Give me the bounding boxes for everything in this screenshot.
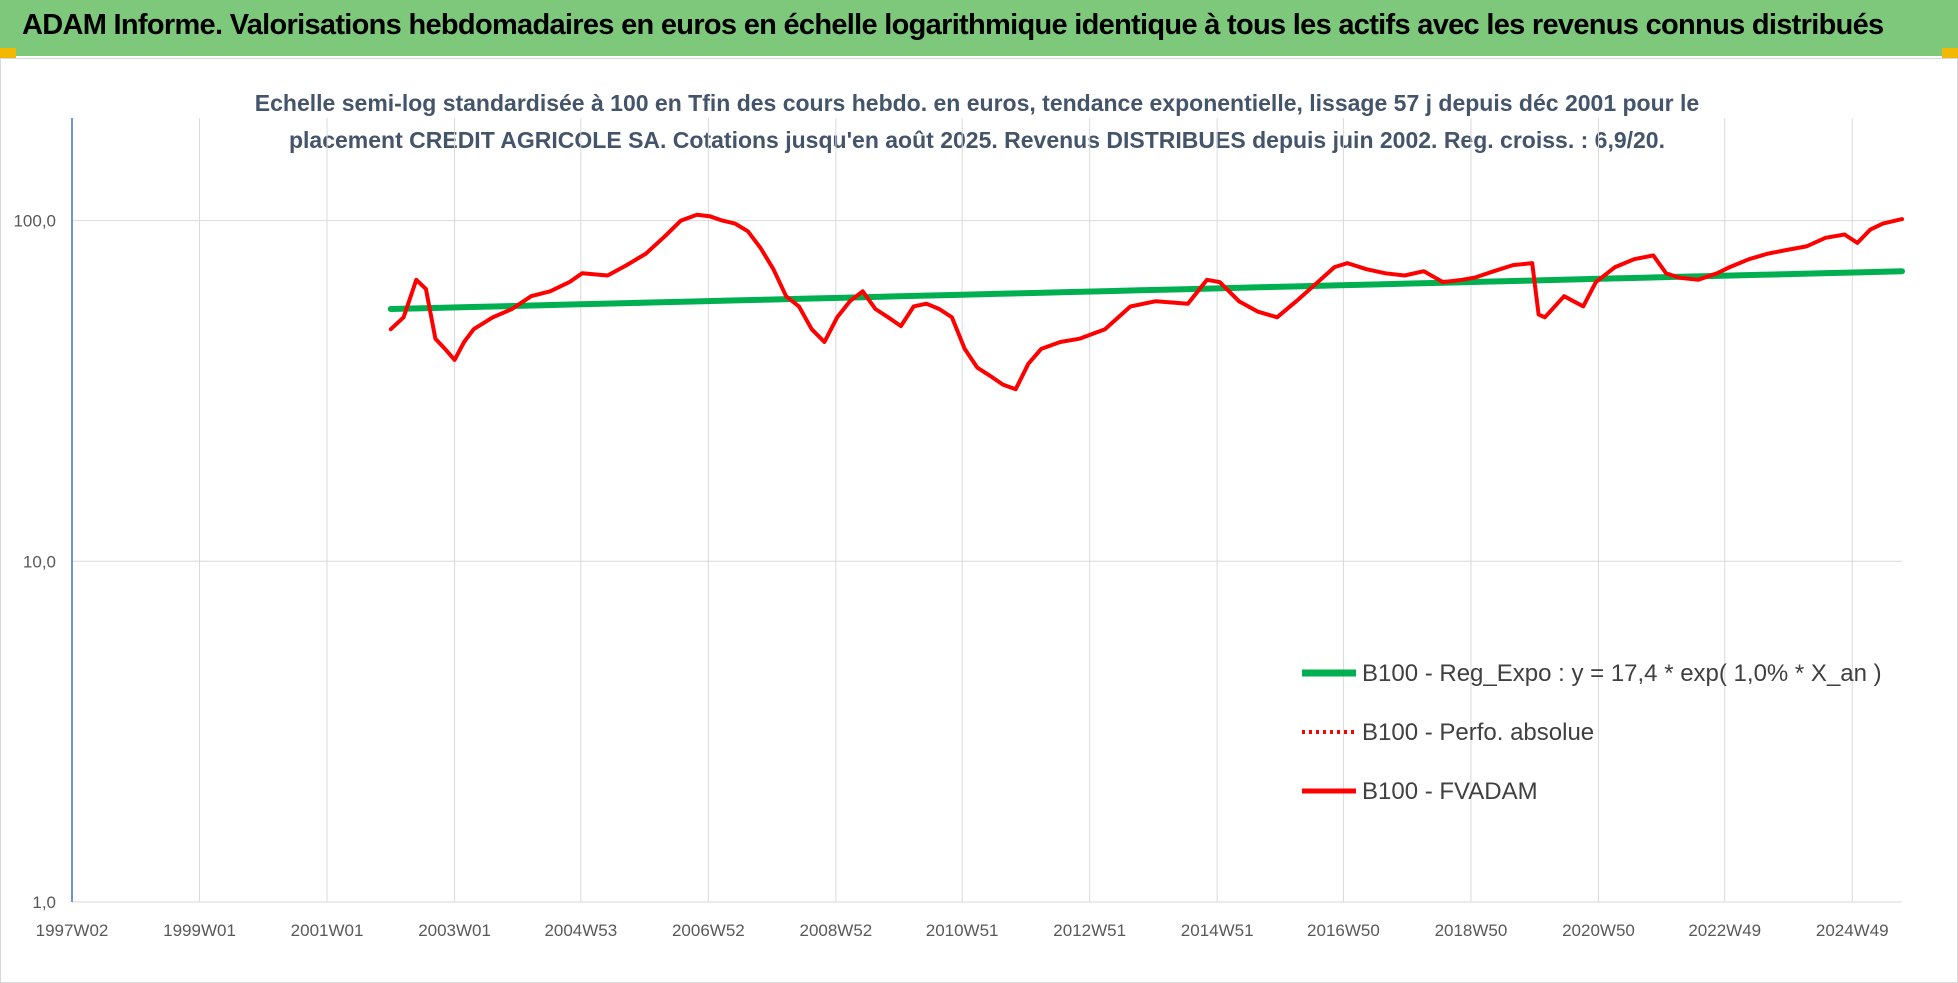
x-tick-label: 2024W49 <box>1816 921 1889 940</box>
legend-label: B100 - FVADAM <box>1362 778 1538 805</box>
series <box>387 212 1905 392</box>
x-tick-label: 1999W01 <box>163 921 236 940</box>
x-tick-label: 2014W51 <box>1181 921 1254 940</box>
legend-label: B100 - Reg_Expo : y = 17,4 * exp( 1,0% *… <box>1362 660 1882 687</box>
corner-marker-right <box>1942 48 1958 58</box>
x-tick-label: 2012W51 <box>1053 921 1126 940</box>
legend: B100 - Reg_Expo : y = 17,4 * exp( 1,0% *… <box>1302 660 1882 805</box>
chart-subtitle-line2: placement CREDIT AGRICOLE SA. Cotations … <box>289 127 1665 153</box>
page-title: ADAM Informe. Valorisations hebdomadaire… <box>22 9 1884 41</box>
x-tick-label: 2022W49 <box>1688 921 1761 940</box>
grid <box>72 118 1902 903</box>
y-tick-label: 10,0 <box>23 552 56 571</box>
x-tick-label: 2006W52 <box>672 921 745 940</box>
axes: 1997W02 1999W01 2001W01 2003W01 2004W53 2006W… <box>13 118 1889 940</box>
legend-label: B100 - Perfo. absolue <box>1362 719 1594 746</box>
x-tick-label: 2003W01 <box>418 921 491 940</box>
header-bar: ADAM Informe. Valorisations hebdomadaire… <box>0 0 1958 56</box>
x-tick-label: 2008W52 <box>799 921 872 940</box>
x-tick-label: 2018W50 <box>1435 921 1508 940</box>
series-line-fvadam <box>388 212 1904 392</box>
corner-marker-left <box>0 48 16 58</box>
x-tick-label: 2016W50 <box>1307 921 1380 940</box>
chart-subtitle-line1: Echelle semi-log standardisée à 100 en T… <box>255 90 1699 116</box>
y-tick-label: 100,0 <box>13 212 56 231</box>
x-tick-label: 2001W01 <box>291 921 364 940</box>
y-tick-label: 1,0 <box>32 893 56 912</box>
x-tick-label: 2004W53 <box>544 921 617 940</box>
x-tick-label: 1997W02 <box>36 921 109 940</box>
series-line-regression <box>387 268 1905 312</box>
x-tick-label: 2020W50 <box>1562 921 1635 940</box>
x-tick-label: 2010W51 <box>926 921 999 940</box>
